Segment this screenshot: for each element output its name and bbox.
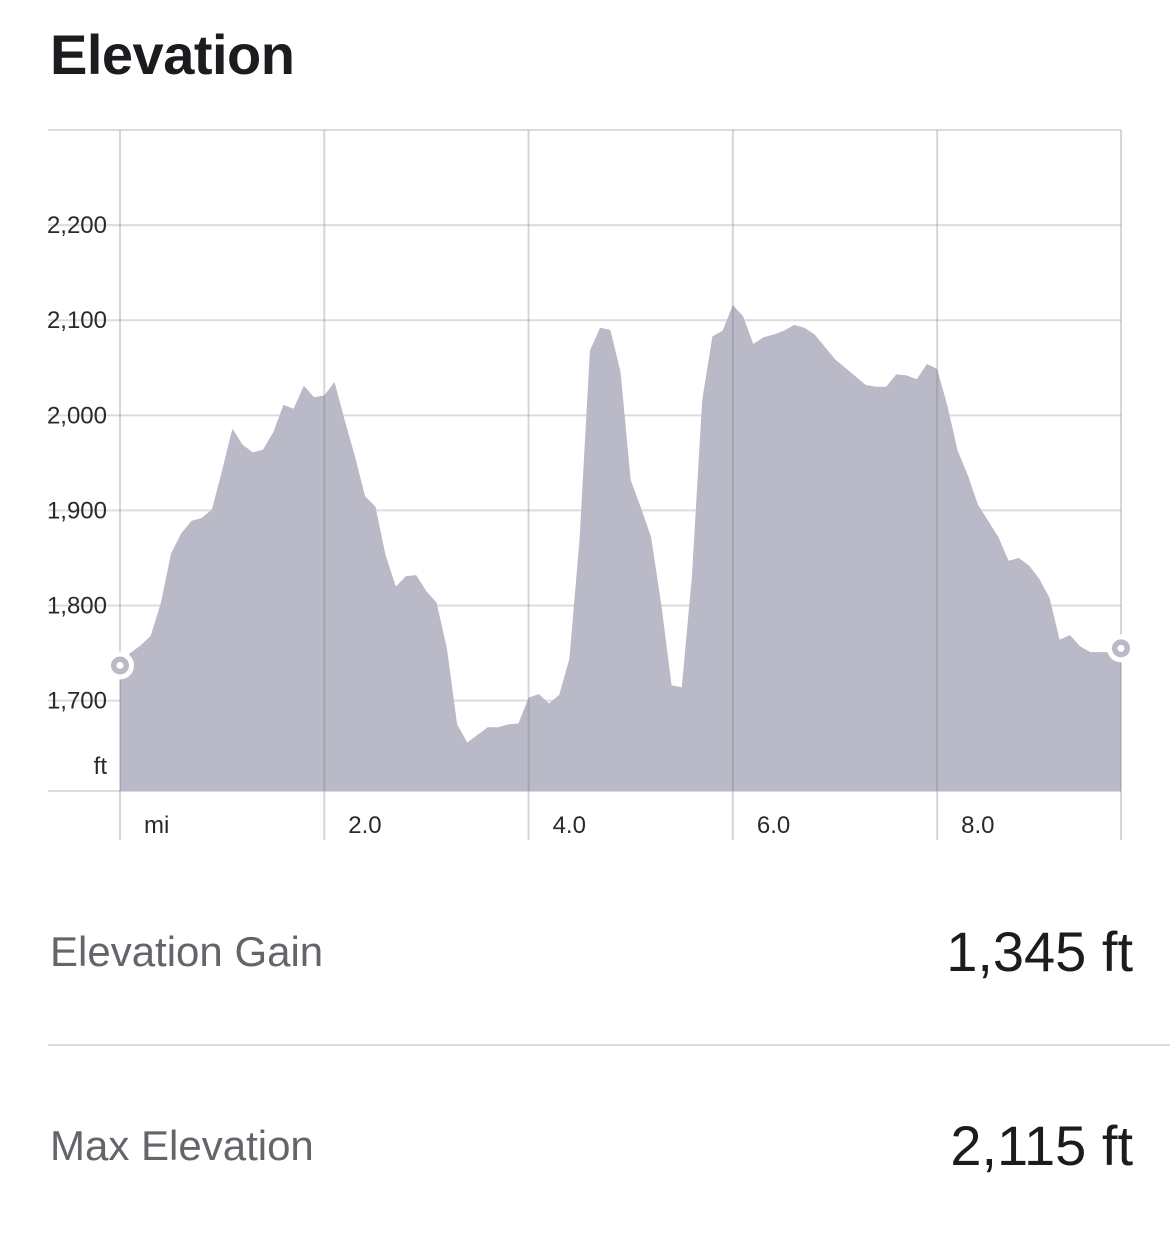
- route-markers: [106, 634, 1135, 680]
- y-tick-label: 2,000: [47, 402, 107, 429]
- divider: [48, 1044, 1170, 1046]
- vertical-grid: [119, 130, 1122, 840]
- y-tick-label: 2,100: [47, 307, 107, 334]
- elevation-chart[interactable]: 1,700 1,800 1,900 2,000 2,100 2,200 ft mi 2.0 4.…: [0, 0, 1170, 860]
- y-tick-label: 2,200: [47, 212, 107, 239]
- y-tick-label: 1,700: [47, 688, 107, 715]
- x-tick-label: 6.0: [757, 812, 790, 839]
- x-tick-label: 8.0: [961, 812, 994, 839]
- stat-max-elevation: Max Elevation 2,115 ft: [48, 1094, 1133, 1204]
- start-marker-icon: [106, 651, 134, 680]
- start-marker-icon-dot: [116, 661, 124, 669]
- x-axis-tick-labels: mi 2.0 4.0 6.0 8.0: [144, 812, 995, 839]
- y-axis-tick-labels: 1,700 1,800 1,900 2,000 2,100 2,200 ft: [47, 212, 107, 780]
- stat-elevation-gain: Elevation Gain 1,345 ft: [48, 900, 1133, 1010]
- elevation-chart-svg[interactable]: 1,700 1,800 1,900 2,000 2,100 2,200 ft mi 2.0 4.…: [0, 0, 1170, 860]
- y-tick-label: 1,800: [47, 593, 107, 620]
- end-marker-icon-dot: [1117, 644, 1125, 652]
- page-title: Elevation: [50, 23, 295, 86]
- x-unit-label: mi: [144, 812, 169, 839]
- stat-value: 2,115 ft: [950, 1114, 1133, 1177]
- x-tick-label: 4.0: [553, 812, 586, 839]
- end-marker-icon: [1107, 634, 1135, 663]
- elevation-area: [120, 305, 1121, 791]
- stat-label: Elevation Gain: [50, 928, 324, 975]
- x-tick-label: 2.0: [348, 812, 381, 839]
- y-tick-label: 1,900: [47, 497, 107, 524]
- stat-label: Max Elevation: [50, 1122, 314, 1169]
- y-unit-label: ft: [94, 753, 108, 780]
- stat-value: 1,345 ft: [946, 920, 1133, 983]
